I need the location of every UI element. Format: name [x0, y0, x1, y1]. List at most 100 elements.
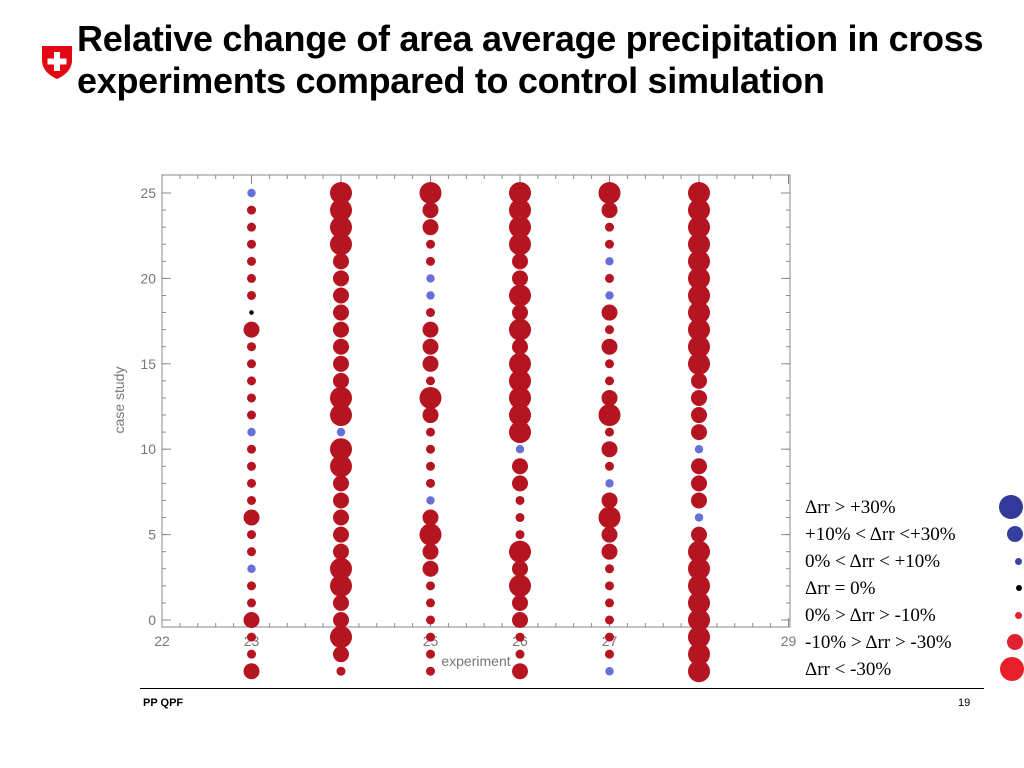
data-point	[512, 560, 528, 577]
data-point	[426, 376, 435, 386]
data-point	[426, 615, 435, 625]
data-point	[601, 202, 618, 219]
data-point	[426, 478, 435, 488]
data-point	[605, 239, 614, 249]
data-point	[333, 321, 349, 338]
data-point	[422, 407, 439, 424]
data-point	[605, 461, 614, 471]
data-point	[688, 182, 710, 204]
data-point	[330, 386, 352, 409]
data-point	[333, 612, 349, 628]
legend-entry: +10% < Δrr <+30%	[805, 521, 1024, 548]
data-point	[691, 492, 707, 509]
data-point	[247, 239, 256, 249]
data-point	[601, 492, 618, 509]
data-point	[601, 526, 618, 543]
data-point	[512, 253, 528, 270]
data-point	[512, 612, 528, 628]
legend-entry: 0% > Δrr > -10%	[805, 602, 1024, 629]
data-point	[333, 509, 349, 526]
data-point	[330, 233, 352, 256]
data-point	[688, 335, 710, 358]
data-point	[688, 318, 710, 341]
data-point	[247, 649, 256, 659]
y-tick-label: 15	[140, 356, 156, 372]
data-point	[422, 543, 439, 560]
data-point	[509, 386, 531, 409]
legend-label: +10% < Δrr <+30%	[805, 524, 956, 545]
data-point	[605, 359, 614, 369]
data-point	[422, 509, 439, 526]
data-point	[247, 547, 256, 557]
data-point	[247, 273, 256, 283]
data-point	[426, 427, 435, 437]
data-point	[330, 557, 352, 580]
legend-marker-medium-positive	[1007, 526, 1023, 542]
data-point	[601, 304, 618, 321]
data-point	[512, 663, 528, 680]
data-point	[333, 287, 349, 304]
data-point	[515, 513, 525, 523]
legend-entry: Δrr = 0%	[805, 575, 1024, 602]
data-point	[330, 626, 352, 649]
legend-entry: -10% > Δrr > -30%	[805, 629, 1024, 656]
data-point	[247, 478, 256, 488]
data-point	[422, 355, 439, 372]
data-point	[598, 182, 621, 204]
data-point	[247, 342, 256, 352]
data-point	[509, 352, 531, 375]
data-point	[247, 393, 256, 403]
data-point	[243, 612, 260, 628]
legend-label: -10% > Δrr > -30%	[805, 632, 952, 653]
data-point	[509, 404, 531, 427]
data-point	[605, 632, 614, 642]
data-point	[247, 495, 256, 505]
data-point	[605, 479, 614, 488]
data-point	[605, 667, 614, 676]
data-point	[688, 557, 710, 580]
data-point	[247, 444, 256, 454]
data-point	[691, 458, 707, 475]
data-point	[694, 513, 704, 522]
data-point	[422, 321, 439, 338]
data-point	[243, 509, 260, 526]
data-point	[419, 182, 442, 204]
data-point	[333, 270, 349, 287]
data-point	[605, 222, 614, 232]
data-point	[249, 310, 254, 315]
data-point	[691, 424, 707, 441]
data-point	[426, 291, 435, 300]
data-point	[247, 359, 256, 369]
legend-label: Δrr > +30%	[805, 497, 896, 518]
data-point	[426, 598, 435, 608]
data-point	[688, 216, 710, 239]
data-point	[330, 455, 352, 478]
legend-marker-large-negative	[1000, 657, 1024, 681]
data-point	[509, 369, 531, 392]
data-point	[426, 649, 435, 659]
data-point	[426, 666, 435, 676]
x-axis-label: experiment	[441, 653, 510, 669]
data-point	[688, 643, 710, 666]
data-point	[688, 574, 710, 597]
data-point	[333, 253, 349, 270]
data-point	[333, 594, 349, 611]
x-tick-label: 29	[781, 633, 797, 649]
data-point	[691, 407, 707, 424]
data-point	[336, 427, 346, 437]
data-point	[247, 410, 256, 420]
legend-label: 0% > Δrr > -10%	[805, 605, 936, 626]
data-point	[330, 199, 352, 222]
data-point	[688, 591, 710, 614]
data-point	[426, 308, 435, 318]
data-point	[422, 338, 439, 355]
legend-marker-small-positive	[1015, 558, 1022, 565]
data-point	[333, 355, 349, 372]
data-point	[515, 632, 525, 642]
data-point	[512, 270, 528, 287]
data-point	[515, 495, 525, 505]
data-point	[688, 301, 710, 324]
data-point	[247, 530, 256, 540]
data-point	[509, 199, 531, 222]
data-point	[426, 632, 435, 642]
